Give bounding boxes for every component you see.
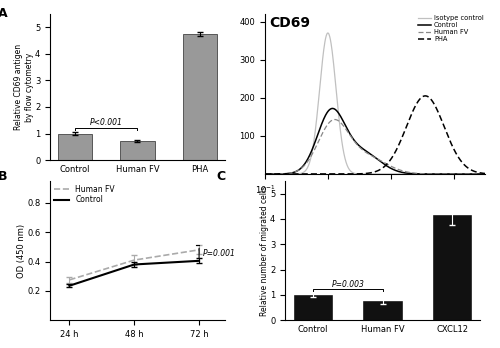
Text: C: C xyxy=(217,170,226,183)
Text: P=0.003: P=0.003 xyxy=(332,279,364,288)
X-axis label: Fluorescense intensity: Fluorescense intensity xyxy=(328,198,422,206)
Bar xyxy=(433,215,471,320)
Y-axis label: Relative CD69 antigen
by flow cytometry: Relative CD69 antigen by flow cytometry xyxy=(14,44,34,130)
Bar xyxy=(294,295,332,320)
Text: B: B xyxy=(0,170,7,183)
Legend: Isotype control, Control, Human FV, PHA: Isotype control, Control, Human FV, PHA xyxy=(418,15,484,42)
Bar xyxy=(182,34,217,160)
Bar xyxy=(120,141,154,160)
Bar xyxy=(364,301,402,320)
Bar xyxy=(58,134,92,160)
Y-axis label: Relative number of migrated cells: Relative number of migrated cells xyxy=(260,185,268,316)
Y-axis label: OD (450 nm): OD (450 nm) xyxy=(16,223,26,278)
Text: P=0.001: P=0.001 xyxy=(202,248,235,258)
Text: A: A xyxy=(0,7,7,19)
Text: P<0.001: P<0.001 xyxy=(90,118,122,127)
Legend: Human FV, Control: Human FV, Control xyxy=(54,185,115,204)
Text: CD69: CD69 xyxy=(270,16,310,30)
